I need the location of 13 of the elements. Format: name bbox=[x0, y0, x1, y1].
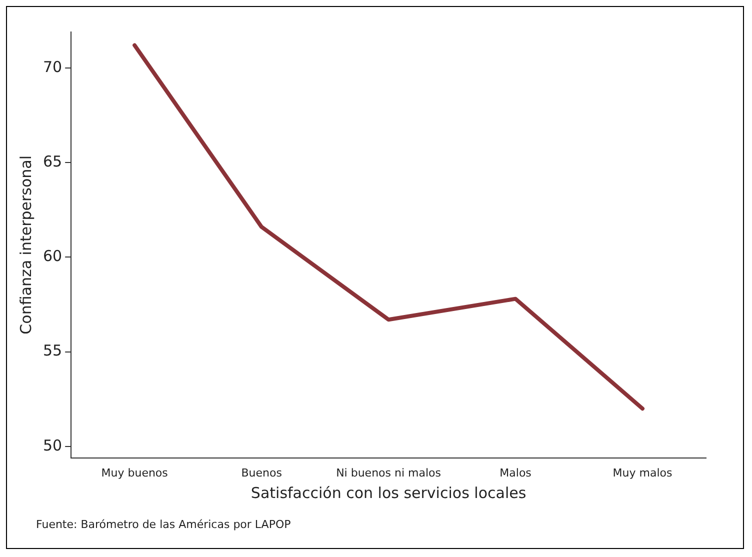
source-note: Fuente: Barómetro de las Américas por LAPOP bbox=[36, 518, 291, 531]
x-tick-label: Muy malos bbox=[612, 466, 672, 480]
x-tick-label: Muy buenos bbox=[101, 466, 168, 480]
x-axis-title: Satisfacción con los servicios locales bbox=[250, 484, 526, 502]
x-tick-label: Malos bbox=[500, 466, 532, 480]
x-tick-label: Buenos bbox=[241, 466, 282, 480]
y-axis-title: Confianza interpersonal bbox=[16, 155, 35, 334]
y-tick-label: 55 bbox=[42, 342, 62, 360]
x-tick-label: Ni buenos ni malos bbox=[336, 466, 442, 480]
y-tick-label: 65 bbox=[42, 152, 62, 170]
y-tick-label: 60 bbox=[42, 247, 62, 266]
y-tick-label: 70 bbox=[42, 58, 62, 76]
y-tick-label: 50 bbox=[42, 436, 62, 454]
